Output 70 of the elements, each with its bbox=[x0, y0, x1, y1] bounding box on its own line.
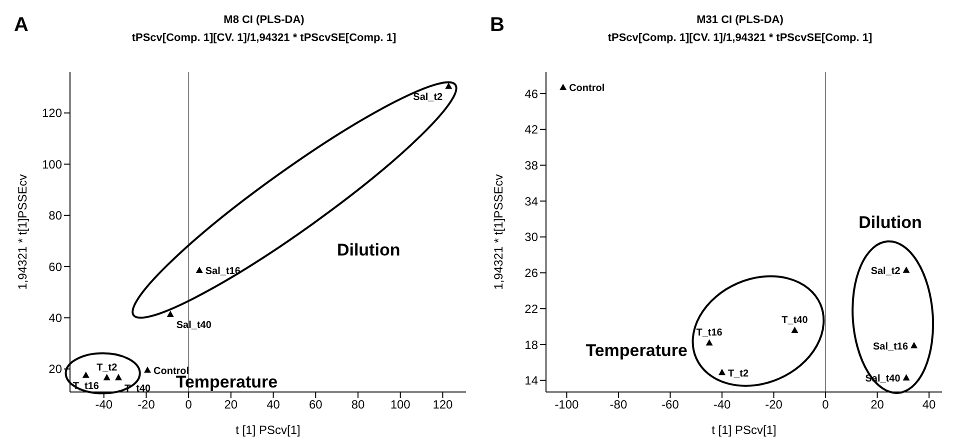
x-tick-label: 120 bbox=[432, 398, 454, 412]
series-label: T_t16 bbox=[696, 328, 723, 339]
series-label: Sal_t2 bbox=[870, 266, 901, 278]
y-tick-label: 80 bbox=[48, 208, 62, 223]
y-tick-label: 30 bbox=[524, 230, 538, 244]
x-tick-label: -20 bbox=[765, 398, 783, 412]
x-tick-label: -100 bbox=[554, 398, 580, 412]
x-axis-title: t [1] PScv[1] bbox=[712, 423, 776, 437]
y-tick-label: 20 bbox=[48, 362, 62, 376]
y-tick-label: 42 bbox=[524, 122, 538, 137]
x-tick-label: -40 bbox=[95, 398, 113, 412]
x-tick-label: 0 bbox=[822, 398, 830, 412]
annotation: Dilution bbox=[336, 240, 400, 260]
series-label: Sal_t40 bbox=[176, 320, 212, 332]
y-tick-label: 22 bbox=[524, 302, 538, 316]
x-tick-label: 0 bbox=[185, 398, 192, 412]
point bbox=[144, 366, 152, 373]
series-label: Sal_t2 bbox=[413, 92, 444, 104]
point bbox=[902, 374, 910, 380]
point bbox=[718, 368, 726, 376]
x-tick-label: -40 bbox=[713, 398, 731, 412]
chart-title: M8 CI (PLS-DA) bbox=[222, 14, 306, 26]
series-label: T_t2 bbox=[96, 362, 118, 374]
series-label: Sal_t16 bbox=[873, 341, 908, 352]
x-tick-label: -60 bbox=[662, 398, 680, 412]
series-label: Control bbox=[569, 83, 605, 94]
y-tick-label: 26 bbox=[524, 266, 538, 280]
y-tick-label: 120 bbox=[42, 106, 62, 120]
chart-title: M31 CI (PLS-DA) bbox=[696, 14, 784, 26]
point bbox=[902, 266, 910, 273]
x-tick-label: 40 bbox=[922, 398, 936, 412]
x-tick-label: -80 bbox=[610, 398, 628, 412]
point bbox=[103, 374, 110, 380]
series-label: Control bbox=[154, 366, 190, 377]
y-tick-label: 18 bbox=[524, 338, 538, 352]
y-tick-label: 14 bbox=[524, 374, 538, 388]
series-label: T_t40 bbox=[782, 315, 808, 326]
x-tick-label: 20 bbox=[870, 398, 884, 412]
point bbox=[791, 326, 798, 333]
point bbox=[166, 310, 174, 317]
y-tick-label: 60 bbox=[48, 260, 62, 274]
y-tick-label: 34 bbox=[524, 194, 538, 208]
annotation: Dilution bbox=[858, 212, 922, 232]
point bbox=[445, 82, 452, 89]
x-tick-label: -20 bbox=[138, 398, 156, 412]
x-tick-label: 100 bbox=[390, 398, 411, 412]
x-tick-label: 60 bbox=[308, 398, 323, 412]
x-tick-label: 20 bbox=[224, 398, 238, 412]
y-tick-label: 40 bbox=[48, 311, 62, 326]
point bbox=[114, 374, 122, 380]
point bbox=[82, 372, 90, 378]
x-axis-title: t [1] PScv[1] bbox=[236, 423, 300, 437]
chart-subtitle: tPScv[Comp. 1][CV. 1]/1,94321 * tPScvSE[Comp. 1] bbox=[606, 32, 874, 44]
series-label: T_t2 bbox=[728, 368, 749, 380]
series-label: Sal_t16 bbox=[205, 266, 241, 278]
y-tick-label: 46 bbox=[524, 86, 538, 101]
text: A bbox=[14, 14, 28, 37]
y-axis-title: 1,94321 * t[1]PSSEcv bbox=[15, 174, 30, 290]
text: B bbox=[490, 14, 504, 37]
point bbox=[196, 266, 203, 273]
y-tick-label: 38 bbox=[524, 158, 538, 172]
annotation: Temperature bbox=[586, 341, 688, 360]
x-tick-label: 80 bbox=[351, 398, 365, 412]
point bbox=[560, 84, 567, 90]
point bbox=[910, 342, 918, 348]
point bbox=[706, 339, 713, 346]
y-axis-title: 1,94321 * t[1]PSSEcv bbox=[491, 174, 506, 290]
chart-subtitle: tPScv[Comp. 1][CV. 1]/1,94321 * tPScvSE[Comp. 1] bbox=[130, 32, 398, 44]
x-tick-label: 40 bbox=[266, 398, 280, 412]
y-tick-label: 100 bbox=[42, 157, 62, 172]
